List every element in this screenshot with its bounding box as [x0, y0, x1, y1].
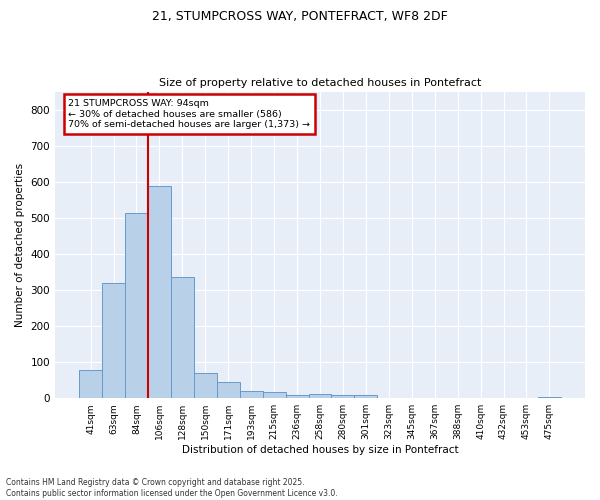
Text: 21, STUMPCROSS WAY, PONTEFRACT, WF8 2DF: 21, STUMPCROSS WAY, PONTEFRACT, WF8 2DF [152, 10, 448, 23]
Bar [263, 392, 286, 398]
Text: 21 STUMPCROSS WAY: 94sqm
← 30% of detached houses are smaller (586)
70% of semi-: 21 STUMPCROSS WAY: 94sqm ← 30% of detach… [68, 99, 310, 129]
Bar [538, 397, 561, 398]
Bar [355, 396, 377, 398]
Y-axis label: Number of detached properties: Number of detached properties [15, 163, 25, 327]
Bar [194, 373, 217, 398]
Bar [102, 284, 125, 398]
Text: Contains HM Land Registry data © Crown copyright and database right 2025.
Contai: Contains HM Land Registry data © Crown c… [6, 478, 338, 498]
Bar [125, 213, 148, 398]
Bar [331, 394, 355, 398]
X-axis label: Distribution of detached houses by size in Pontefract: Distribution of detached houses by size … [182, 445, 458, 455]
Bar [217, 382, 240, 398]
Title: Size of property relative to detached houses in Pontefract: Size of property relative to detached ho… [159, 78, 481, 88]
Bar [171, 278, 194, 398]
Bar [286, 396, 308, 398]
Bar [148, 186, 171, 398]
Bar [240, 391, 263, 398]
Bar [308, 394, 331, 398]
Bar [79, 370, 102, 398]
